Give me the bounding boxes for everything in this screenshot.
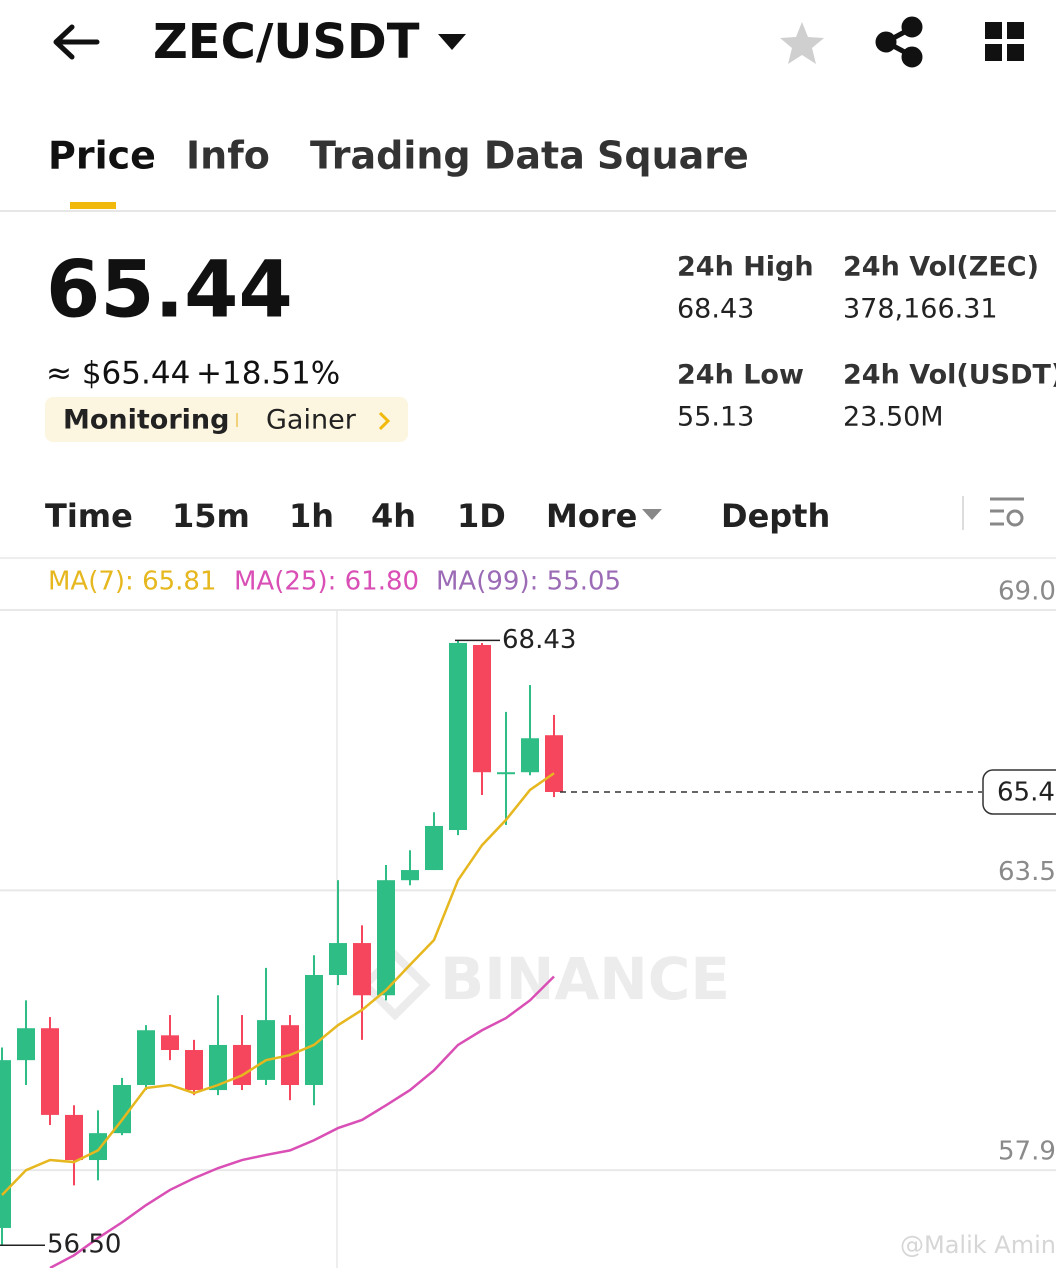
candle-body	[257, 1020, 275, 1080]
change: +18.51%	[196, 356, 340, 392]
watermark: BINANCE	[440, 945, 730, 1013]
interval[interactable]: Time	[45, 497, 133, 535]
back-arrow[interactable]	[53, 24, 100, 60]
candle-body	[377, 880, 395, 996]
candle-body	[233, 1044, 251, 1085]
candle-body	[521, 738, 539, 773]
pair-dropdown[interactable]	[438, 34, 466, 50]
tab[interactable]: Trading Data	[310, 134, 585, 178]
stat-value: 378,166.31	[843, 294, 998, 325]
candle-body	[497, 772, 515, 775]
legend-entry: MA(7): 65.81	[48, 567, 217, 597]
stat-label: 24h Low	[677, 360, 804, 391]
tab[interactable]: Info	[186, 134, 270, 178]
ma-line	[1, 772, 555, 1196]
stat-value: 23.50M	[843, 402, 944, 433]
stat-label: 24h Vol(USDT)	[843, 360, 1056, 391]
stat-label: 24h High	[677, 252, 814, 283]
y-tick-label: 63.5	[998, 857, 1056, 887]
price-box	[982, 769, 1056, 815]
tag[interactable]: Monitoring	[63, 405, 229, 436]
interval[interactable]: 1h	[289, 497, 334, 535]
tag[interactable]: Gainer	[266, 405, 357, 436]
pair-title[interactable]: ZEC/USDT	[153, 14, 420, 70]
candle-body	[17, 1028, 35, 1061]
candle-body	[305, 974, 323, 1085]
candle-body	[113, 1084, 131, 1134]
candle-body	[0, 1060, 11, 1228]
candle-body	[449, 642, 467, 831]
interval[interactable]: 15m	[172, 497, 250, 535]
tab[interactable]: Price	[48, 134, 156, 178]
favorite-star[interactable]	[780, 22, 824, 64]
low-label: 56.50	[47, 1230, 121, 1260]
more-caret	[642, 509, 662, 520]
legend-entry: MA(99): 55.05	[436, 567, 621, 597]
stat-value: 68.43	[677, 294, 754, 325]
last-price: 65.44	[46, 245, 293, 335]
tag-box[interactable]	[45, 397, 408, 442]
stat-label: 24h Vol(ZEC)	[843, 252, 1039, 283]
settings-icon[interactable]	[990, 497, 1024, 527]
candle-body	[209, 1044, 227, 1091]
watermark-logo	[359, 949, 431, 1021]
price-label: 65.44	[997, 777, 1056, 807]
tab[interactable]: Square	[597, 134, 749, 178]
interval[interactable]: 1D	[457, 497, 506, 535]
credit-watermark: @Malik Amin	[900, 1231, 1056, 1259]
stat-value: 55.13	[677, 402, 754, 433]
tab-indicator	[70, 202, 116, 209]
y-tick-label: 69.03	[998, 577, 1056, 607]
interval[interactable]: Depth	[721, 497, 830, 535]
candle-body	[425, 825, 443, 871]
share-icon[interactable]	[875, 16, 923, 68]
legend-entry: MA(25): 61.80	[234, 567, 419, 597]
candle-body	[185, 1050, 203, 1091]
candle-body	[65, 1114, 83, 1161]
tag-chevron	[378, 411, 391, 431]
candle-body	[329, 943, 347, 975]
candle-body	[545, 735, 563, 792]
high-label: 68.43	[502, 625, 576, 655]
candle-body	[161, 1035, 179, 1051]
grid-icon[interactable]	[985, 22, 1024, 61]
interval[interactable]: 4h	[371, 497, 416, 535]
candle-body	[401, 870, 419, 881]
interval[interactable]: More	[546, 497, 637, 535]
fiat-price: ≈ $65.44	[46, 356, 190, 392]
ma-line	[49, 975, 555, 1270]
candle-body	[89, 1133, 107, 1161]
y-tick-label: 57.98	[998, 1137, 1056, 1167]
candle-body	[41, 1028, 59, 1115]
candle-body	[137, 1030, 155, 1085]
candle-body	[473, 644, 491, 773]
candle-body	[353, 943, 371, 996]
